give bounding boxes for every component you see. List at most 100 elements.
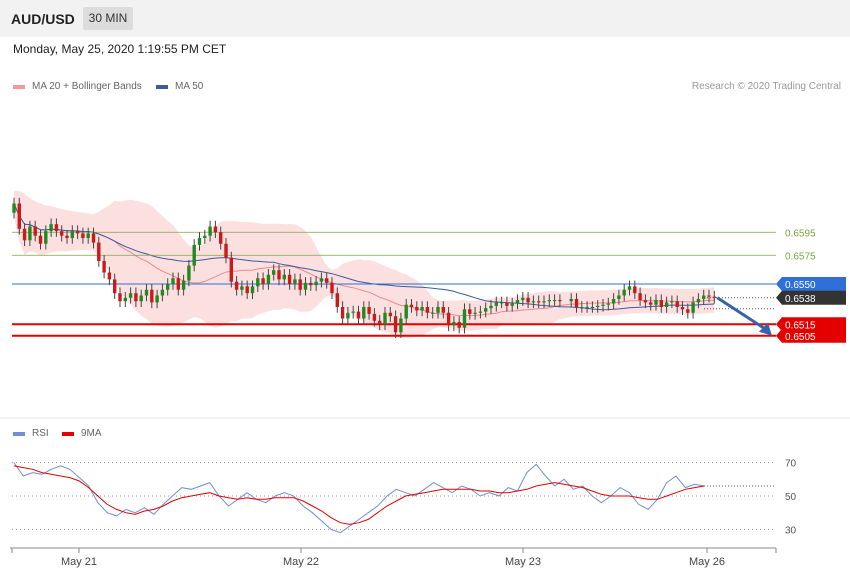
rsi-ma-swatch: [62, 431, 74, 436]
candle-body: [383, 312, 387, 325]
time-label: May 21: [61, 556, 97, 568]
time-label: May 23: [505, 556, 541, 568]
candle-body: [208, 226, 212, 236]
candle-body: [155, 295, 159, 303]
candle-body: [638, 293, 642, 301]
level-tag: [776, 277, 846, 291]
candle-body: [134, 293, 138, 302]
candle-body: [28, 226, 32, 241]
rsi-line: [13, 462, 705, 534]
level-0.6505: 0.6505: [776, 328, 846, 343]
candle-body: [691, 302, 695, 313]
candle-body: [309, 282, 313, 286]
candle-body: [659, 300, 663, 307]
candle-body: [494, 302, 498, 306]
time-label: May 26: [689, 556, 725, 568]
candle-body: [49, 224, 53, 232]
candle-body: [489, 305, 493, 309]
level-label: 0.6538: [785, 294, 816, 305]
candle-body: [633, 286, 637, 294]
legend-ma50: MA 50: [156, 81, 203, 92]
level-label: 0.6575: [785, 251, 816, 262]
level-0.6575: 0.6575: [785, 251, 816, 262]
candle-body: [107, 272, 112, 280]
level-label: 0.6515: [785, 320, 816, 331]
candle-body: [388, 312, 392, 317]
candle-body: [325, 278, 329, 283]
candle-body: [537, 301, 541, 303]
candle-body: [473, 312, 477, 314]
candle-body: [712, 296, 716, 298]
ma20-label: MA 20 + Bollinger Bands: [32, 81, 142, 92]
candle-body: [505, 302, 509, 306]
candle-body: [362, 307, 366, 319]
candle-body: [627, 286, 632, 290]
candle-body: [70, 231, 74, 238]
time-label: May 22: [283, 556, 319, 568]
candle-body: [552, 300, 557, 302]
candle-body: [346, 312, 350, 319]
candle-body: [569, 298, 573, 302]
candle-body: [17, 203, 21, 229]
candle-body: [22, 228, 27, 241]
ma20-line: [13, 203, 715, 317]
candle-body: [601, 304, 605, 306]
bollinger-band: [14, 190, 715, 338]
candle-body: [229, 257, 233, 282]
candle-body: [282, 274, 286, 280]
candle-body: [499, 302, 504, 304]
candle-body: [484, 308, 488, 312]
candle-body: [81, 233, 85, 238]
candle-body: [272, 270, 276, 275]
candle-body: [91, 233, 96, 243]
candle-body: [696, 298, 701, 303]
candle-body: [298, 279, 302, 290]
rsi-level-label: 50: [785, 492, 797, 503]
header-bar: [0, 0, 850, 37]
candle-body: [160, 289, 165, 296]
candle-body: [303, 282, 308, 290]
candle-body: [611, 298, 616, 304]
candle-body: [54, 224, 59, 232]
candle-body: [171, 278, 175, 284]
rsi-level-label: 70: [785, 459, 797, 470]
pair-title: AUD/USD: [11, 11, 75, 27]
ma20-swatch: [13, 84, 25, 89]
candle-body: [245, 286, 249, 294]
candle-body: [128, 293, 133, 298]
rsi-swatch: [13, 431, 25, 436]
forecast-arrow-shaft: [716, 296, 769, 333]
level-0.6595: 0.6595: [785, 228, 816, 239]
candle-body: [335, 293, 339, 307]
candle-body: [287, 274, 292, 284]
forecast-arrowhead: [759, 322, 772, 336]
candle-body: [675, 301, 679, 307]
candle-body: [441, 307, 445, 313]
candle-body: [293, 279, 297, 284]
candle-body: [521, 297, 525, 301]
candle-body: [409, 304, 414, 307]
rsi-level-label: 30: [785, 525, 797, 536]
candle-body: [240, 286, 244, 290]
candle-body: [187, 265, 191, 281]
candle-body: [123, 297, 127, 302]
candle-body: [462, 309, 467, 328]
legend-ma20: MA 20 + Bollinger Bands: [13, 81, 142, 92]
timeframe-button[interactable]: 30 MIN: [83, 7, 133, 30]
candle-body: [75, 231, 80, 234]
candle-body: [436, 307, 440, 313]
candle-body: [372, 313, 377, 321]
level-label: 0.6505: [785, 332, 816, 343]
candle-body: [351, 311, 355, 313]
candle-body: [250, 286, 255, 294]
ma50-label: MA 50: [175, 81, 204, 92]
candle-body: [181, 280, 186, 290]
candle-body: [197, 238, 202, 245]
candle-body: [664, 302, 669, 307]
ma50-line: [13, 203, 715, 311]
candle-body: [33, 226, 37, 236]
candle-body: [113, 279, 117, 294]
candle-body: [234, 281, 239, 290]
candle-body: [425, 307, 430, 313]
candles: [12, 197, 716, 339]
